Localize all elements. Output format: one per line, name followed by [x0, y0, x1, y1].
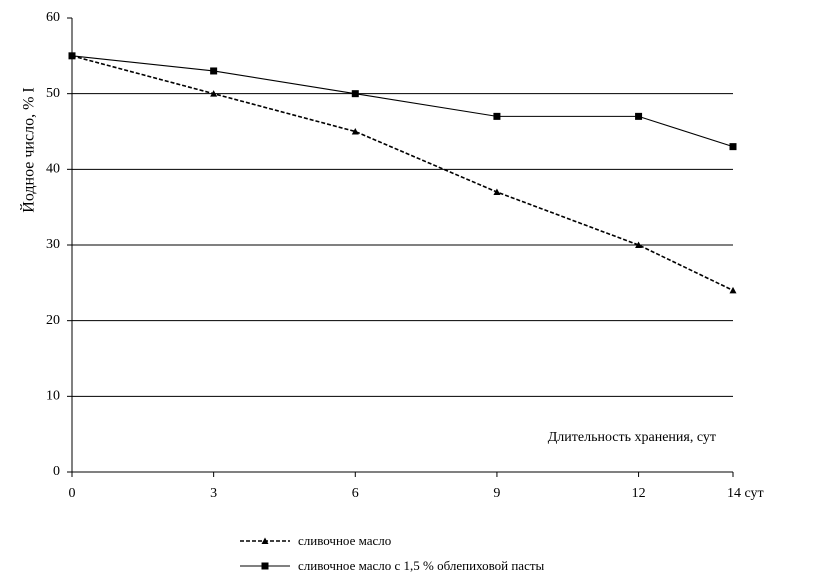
series-line: [71, 55, 734, 148]
x-tick-label: 6: [352, 486, 359, 501]
x-tick-label: 3: [210, 486, 217, 501]
legend-marker: [261, 537, 269, 544]
point: [729, 143, 737, 151]
series-line: [71, 55, 734, 292]
y-tick-label: 40: [46, 162, 60, 177]
legend-label: сливочное масло с 1,5 % облепиховой паст…: [298, 558, 545, 573]
y-axis-label: Йодное число, % I: [19, 87, 38, 212]
x-tick-label: 0: [69, 486, 76, 501]
x-tick-label: 9: [493, 486, 500, 501]
point: [210, 90, 218, 97]
point: [493, 112, 501, 120]
x-axis-label: Длительность хранения, сут: [548, 430, 716, 445]
y-tick-label: 50: [46, 86, 60, 101]
point: [351, 128, 359, 135]
point: [729, 286, 737, 294]
legend-label: сливочное масло: [298, 533, 391, 548]
point: [635, 112, 643, 120]
y-tick-label: 30: [46, 237, 60, 252]
point: [493, 188, 501, 196]
point: [68, 52, 76, 60]
point: [210, 67, 218, 75]
point: [351, 90, 359, 98]
y-tick-label: 0: [53, 464, 60, 479]
y-tick-label: 60: [46, 10, 60, 25]
x-tick-label: 12: [632, 486, 646, 501]
y-tick-label: 20: [46, 313, 60, 328]
y-tick-label: 10: [46, 389, 60, 404]
x-tick-label: 14 сут: [727, 486, 764, 501]
point: [635, 241, 643, 248]
legend-marker: [261, 562, 269, 570]
